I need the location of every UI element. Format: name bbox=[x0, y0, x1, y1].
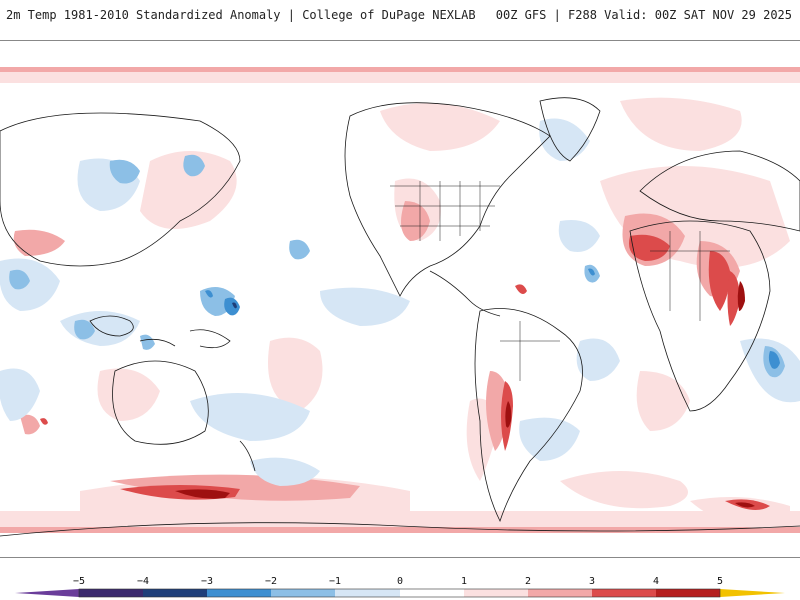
colorbar-segment-n3 bbox=[207, 589, 271, 597]
colorbar-tick-label: −2 bbox=[264, 576, 278, 587]
cool-anomaly-mid bbox=[9, 154, 785, 378]
anomaly-map-canvas bbox=[0, 67, 800, 537]
colorbar-tick-label: −5 bbox=[72, 576, 86, 587]
colorbar-tick-label: −1 bbox=[328, 576, 342, 587]
colorbar-tick-label: 2 bbox=[524, 576, 532, 587]
political-boundaries bbox=[390, 181, 730, 381]
colorbar-tick-label: −4 bbox=[136, 576, 150, 587]
map-header: 2m Temp 1981-2010 Standardized Anomaly |… bbox=[0, 0, 800, 30]
colorbar-tick-label: 3 bbox=[588, 576, 596, 587]
colorbar-scale bbox=[15, 588, 785, 598]
colorbar-tick-label: 4 bbox=[652, 576, 660, 587]
colorbar-end-low bbox=[15, 589, 79, 597]
colorbar-segment-p5 bbox=[656, 589, 720, 597]
colorbar-segment-p3 bbox=[528, 589, 592, 597]
cool-anomaly-strong bbox=[205, 268, 780, 369]
colorbar-segment-p1 bbox=[400, 589, 464, 597]
colorbar-segment-n4 bbox=[143, 589, 207, 597]
cool-anomaly-shading bbox=[0, 118, 800, 486]
colorbar-tick-label: 0 bbox=[396, 576, 404, 587]
coastlines bbox=[0, 97, 800, 537]
colorbar-tick-label: 5 bbox=[716, 576, 724, 587]
colorbar-segment-n2 bbox=[271, 589, 335, 597]
colorbar-tick-label: 1 bbox=[460, 576, 468, 587]
anomaly-map bbox=[0, 40, 800, 558]
warm-anomaly-strong bbox=[40, 234, 770, 510]
colorbar-tick-label: −3 bbox=[200, 576, 214, 587]
colorbar-segment-n1 bbox=[335, 589, 400, 597]
colorbar-segment-p4 bbox=[592, 589, 656, 597]
anomaly-colorbar: −5 −4 −3 −2 −1 0 1 2 3 4 5 bbox=[0, 570, 800, 600]
warm-anomaly-extreme bbox=[175, 281, 755, 508]
cool-anomaly-extreme bbox=[232, 302, 237, 309]
colorbar-end-high bbox=[720, 589, 785, 597]
colorbar-segment-n5 bbox=[79, 589, 143, 597]
map-title: 2m Temp 1981-2010 Standardized Anomaly |… bbox=[6, 8, 476, 22]
colorbar-outline bbox=[78, 588, 721, 598]
colorbar-segment-p2 bbox=[464, 589, 528, 597]
model-run-info: 00Z GFS | F288 Valid: 00Z SAT NOV 29 202… bbox=[495, 8, 792, 22]
